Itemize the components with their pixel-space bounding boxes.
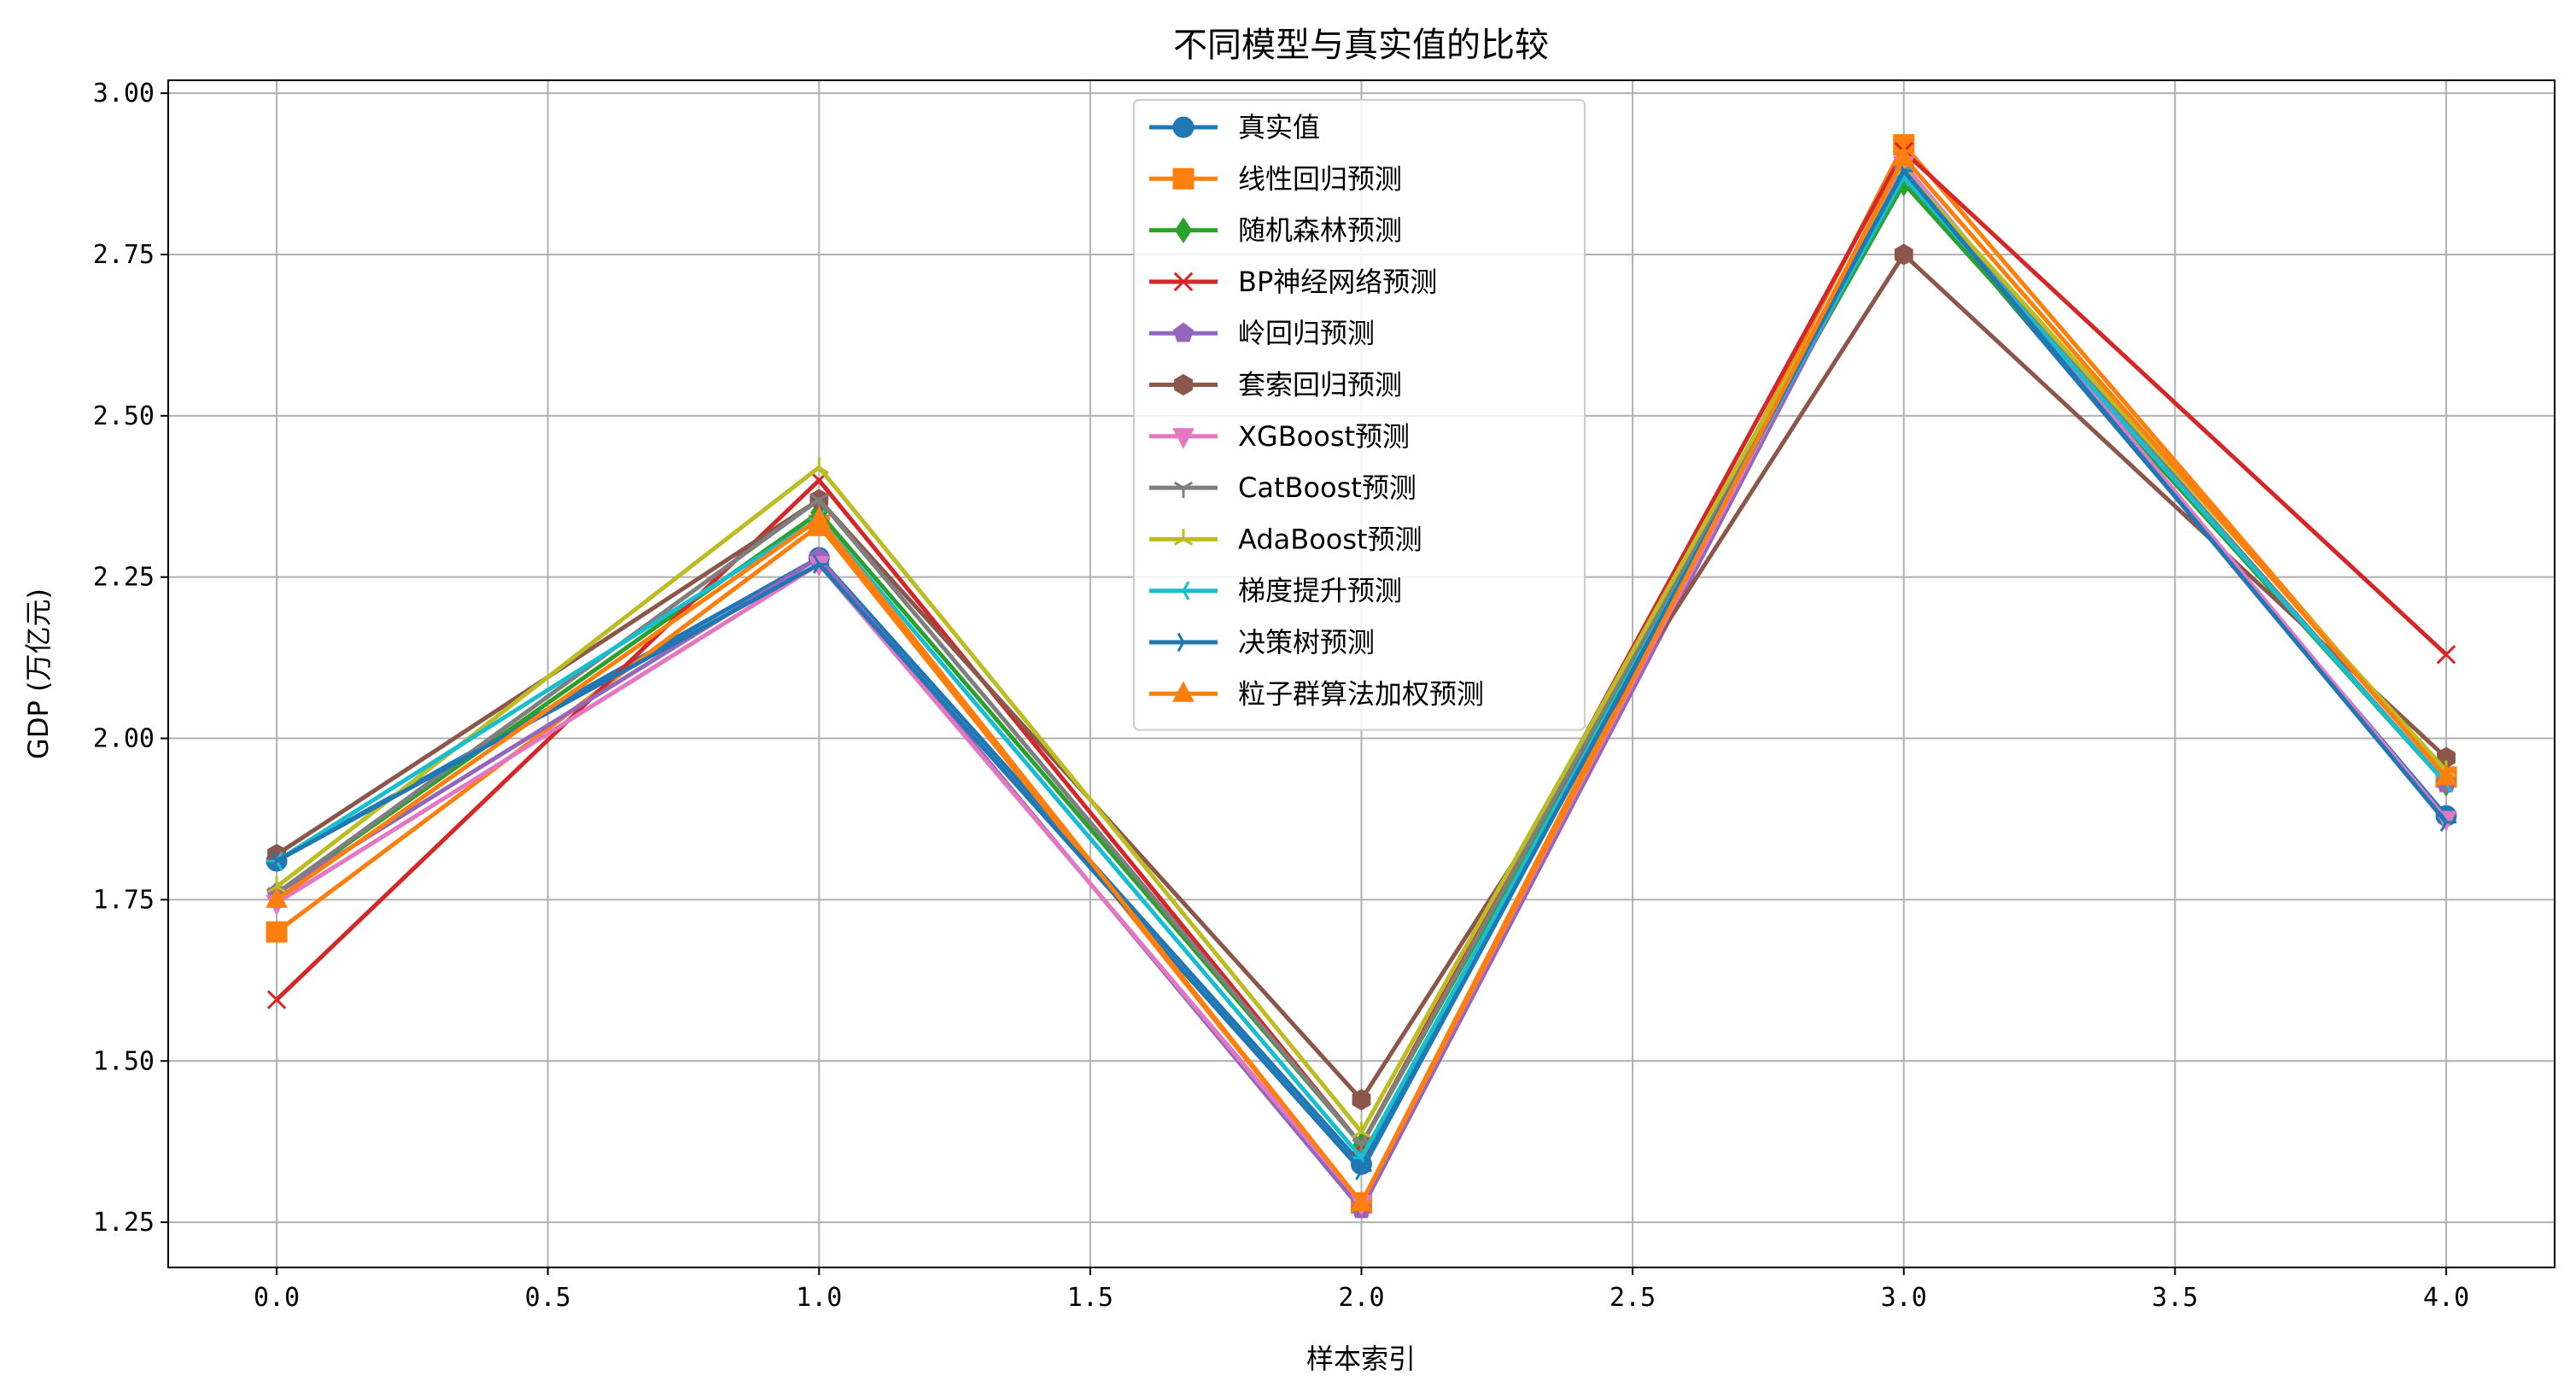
- data-point: [2435, 764, 2457, 786]
- data-point: [1352, 1089, 1371, 1111]
- data-point: [2436, 645, 2456, 664]
- legend-label: 粒子群算法加权预测: [1238, 677, 1484, 710]
- legend-item: 套索回归预测: [1149, 369, 1402, 401]
- x-tick-label: 2.5: [1609, 1283, 1656, 1313]
- legend-marker: [1172, 681, 1195, 702]
- legend-label: CatBoost预测: [1238, 471, 1417, 504]
- legend-item: CatBoost预测: [1149, 471, 1417, 504]
- data-point: [270, 851, 288, 871]
- x-tick-label: 3.5: [2152, 1283, 2198, 1313]
- legend-item: BP神经网络预测: [1149, 266, 1437, 298]
- legend-marker: [1173, 581, 1190, 600]
- y-tick-label: 2.50: [93, 401, 155, 431]
- legend-item: XGBoost预测: [1149, 420, 1410, 453]
- legend-marker: [1173, 529, 1194, 546]
- data-point: [266, 876, 287, 893]
- x-tick-label: 3.0: [1881, 1283, 1927, 1313]
- legend-label: 套索回归预测: [1238, 369, 1402, 401]
- data-point: [812, 554, 830, 574]
- ticks: 0.0 0.5 1.0 1.5 2.0 2.5 3.0 3.5 4.0 1.25 1.50 1.75 2…: [93, 79, 2469, 1313]
- x-tick-label: 1.5: [1067, 1283, 1113, 1313]
- legend-label: 线性回归预测: [1238, 162, 1402, 195]
- legend-label: BP神经网络预测: [1238, 266, 1437, 298]
- y-tick-label: 2.25: [93, 563, 155, 593]
- legend-label: 梯度提升预测: [1238, 575, 1402, 607]
- data-point: [809, 457, 829, 474]
- y-tick-label: 2.00: [93, 724, 155, 754]
- legend-marker: [1172, 322, 1195, 342]
- series-layer: [266, 134, 2457, 1219]
- y-tick-label: 2.75: [93, 240, 155, 270]
- legend-box: [1133, 99, 1586, 731]
- legend-marker: [1173, 481, 1194, 499]
- data-point: [266, 921, 288, 943]
- legend-marker: [1172, 428, 1195, 449]
- data-point: [266, 990, 287, 1010]
- data-point: [1894, 243, 1913, 266]
- series-10: [270, 161, 2456, 1180]
- legend-label: XGBoost预测: [1238, 420, 1410, 453]
- legend-item: 粒子群算法加权预测: [1149, 677, 1484, 710]
- legend-label: 决策树预测: [1238, 626, 1375, 658]
- legend-item: 岭回归预测: [1149, 317, 1375, 349]
- x-tick-label: 2.0: [1338, 1283, 1384, 1313]
- x-tick-label: 0.0: [254, 1283, 300, 1313]
- series-11: [266, 144, 2457, 1211]
- legend-marker: [1172, 167, 1195, 190]
- data-point: [1355, 1161, 1372, 1180]
- legend-item: 梯度提升预测: [1149, 575, 1402, 607]
- legend-marker: [1174, 217, 1193, 243]
- y-tick-label: 1.25: [93, 1208, 155, 1238]
- x-axis-label: 样本索引: [1306, 1343, 1416, 1375]
- legend-label: 真实值: [1238, 111, 1320, 143]
- y-tick-label: 1.75: [93, 885, 155, 915]
- legend-marker: [1177, 632, 1194, 653]
- y-axis-label: GDP (万亿元): [22, 588, 55, 759]
- legend-item: AdaBoost预测: [1149, 523, 1422, 555]
- x-tick-label: 4.0: [2423, 1283, 2469, 1313]
- data-point: [266, 887, 288, 908]
- data-point: [808, 506, 831, 528]
- legend-marker: [1172, 116, 1195, 138]
- y-tick-label: 3.00: [93, 79, 155, 108]
- x-tick-label: 0.5: [525, 1283, 571, 1313]
- legend-item: 真实值: [1149, 111, 1320, 143]
- legend-item: 线性回归预测: [1149, 162, 1402, 195]
- legend-label: 随机森林预测: [1238, 214, 1402, 247]
- data-point: [1350, 1190, 1373, 1211]
- legend-item: 随机森林预测: [1149, 214, 1402, 247]
- legend-label: 岭回归预测: [1238, 317, 1375, 349]
- data-point: [1352, 1121, 1371, 1138]
- data-point: [1892, 144, 1915, 167]
- chart-title: 不同模型与真实值的比较: [1173, 26, 1549, 65]
- series-8: [266, 160, 2456, 1138]
- data-point: [2439, 812, 2456, 832]
- y-tick-label: 1.50: [93, 1046, 155, 1076]
- series-5: [267, 243, 2456, 1111]
- legend-marker: [1174, 373, 1193, 396]
- legend-marker: [1173, 272, 1194, 292]
- legend-label: AdaBoost预测: [1238, 523, 1422, 555]
- x-tick-label: 1.0: [796, 1283, 842, 1313]
- legend-item: 决策树预测: [1149, 626, 1375, 658]
